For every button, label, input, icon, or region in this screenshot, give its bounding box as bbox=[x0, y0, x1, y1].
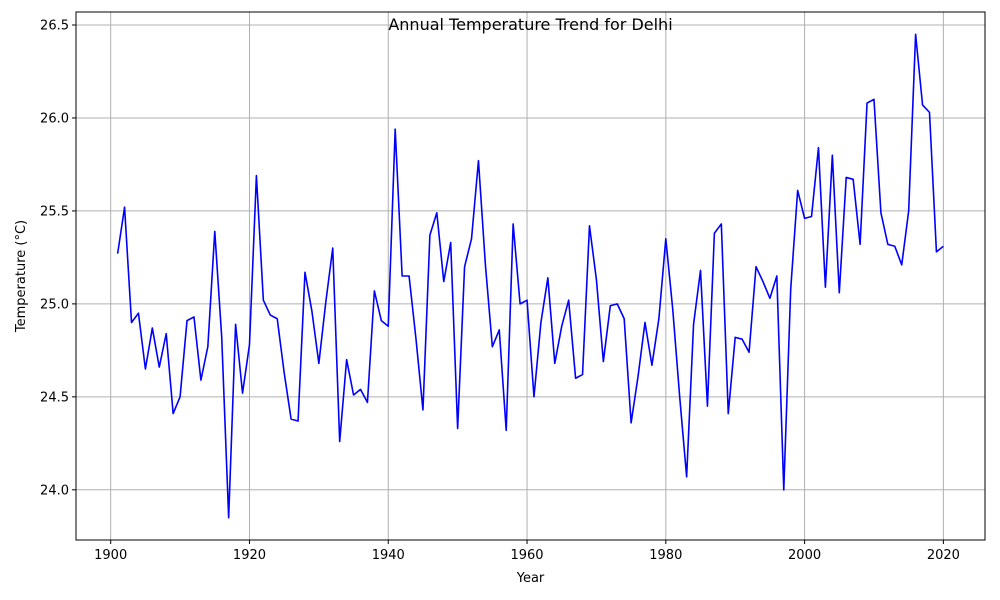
series-layer bbox=[116, 33, 944, 519]
x-tick-label: 1920 bbox=[233, 548, 266, 563]
y-tick-label: 26.5 bbox=[40, 19, 69, 34]
y-tick-label: 25.5 bbox=[40, 204, 69, 219]
grid-lines bbox=[76, 12, 985, 540]
x-tick-label: 1900 bbox=[94, 548, 127, 563]
chart-title: Annual Temperature Trend for Delhi bbox=[388, 15, 672, 34]
y-tick-label: 24.5 bbox=[40, 390, 69, 405]
x-tick-label: 1960 bbox=[510, 548, 543, 563]
y-tick-label: 25.0 bbox=[40, 297, 69, 312]
x-axis-label: Year bbox=[516, 571, 545, 586]
temperature-series-line bbox=[116, 33, 944, 519]
plot-area-frame bbox=[75, 11, 986, 541]
y-tick-label: 24.0 bbox=[40, 483, 69, 498]
y-axis-label: Temperature (°C) bbox=[14, 220, 29, 333]
x-tick-label: 1980 bbox=[649, 548, 682, 563]
y-tick-label: 26.0 bbox=[40, 111, 69, 126]
x-tick-label: 2020 bbox=[927, 548, 960, 563]
x-tick-label: 2000 bbox=[788, 548, 821, 563]
axis-ticks: 1900 1920 1940 1960 1980 2000 2020 24.0 24.5 25.0… bbox=[40, 19, 960, 563]
x-tick-label: 1940 bbox=[372, 548, 405, 563]
